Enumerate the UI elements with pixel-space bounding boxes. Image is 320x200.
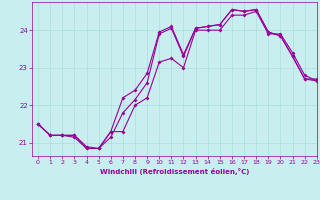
X-axis label: Windchill (Refroidissement éolien,°C): Windchill (Refroidissement éolien,°C) <box>100 168 249 175</box>
